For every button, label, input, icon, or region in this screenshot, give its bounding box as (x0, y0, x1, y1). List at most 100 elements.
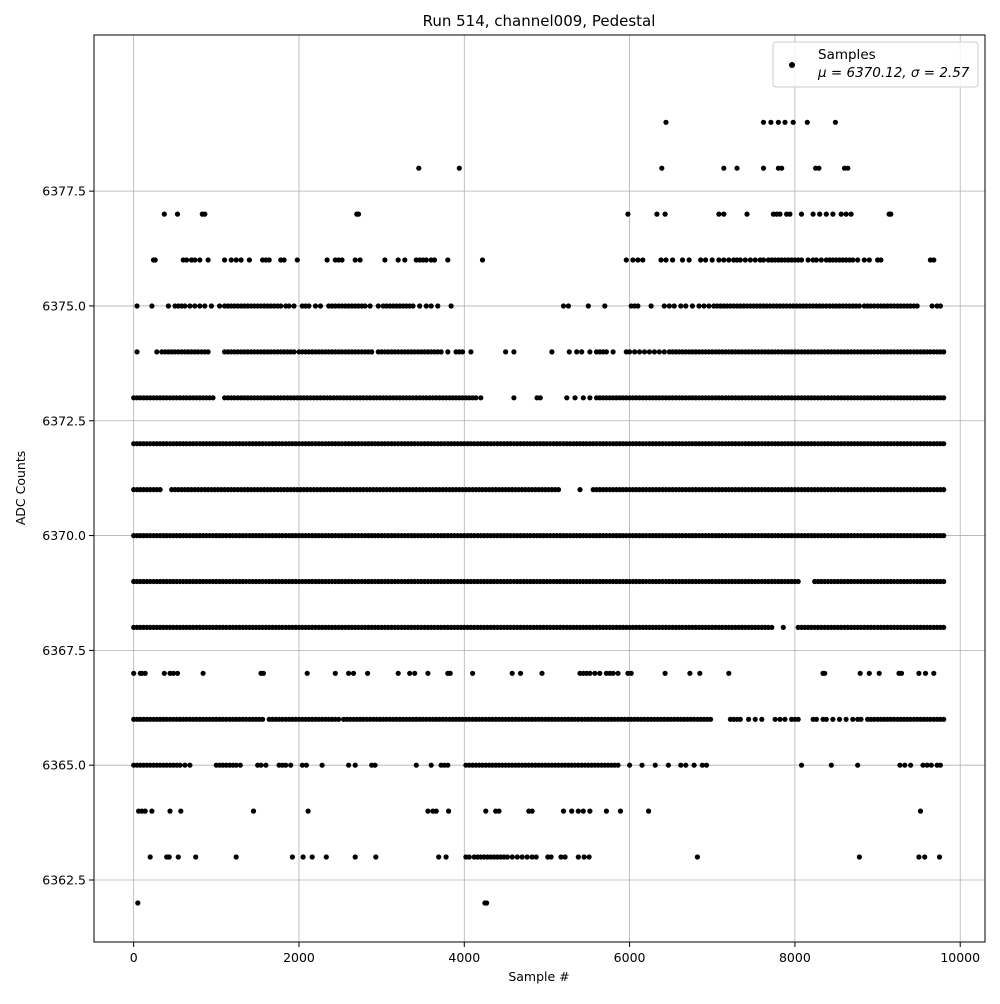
data-point (623, 257, 629, 263)
data-point (666, 303, 672, 309)
data-point (332, 670, 338, 676)
data-point (496, 808, 502, 814)
data-point (898, 670, 905, 676)
data-point (233, 257, 239, 263)
data-point (306, 303, 312, 309)
data-point (703, 762, 710, 768)
data-point (157, 487, 163, 493)
data-point (152, 257, 158, 263)
data-point (283, 762, 289, 768)
data-point (931, 670, 937, 676)
x-axis-label: Sample # (508, 969, 569, 984)
data-point (192, 303, 198, 309)
data-point (648, 303, 654, 309)
data-point (291, 349, 297, 355)
data-point (428, 303, 434, 309)
data-point (701, 303, 707, 309)
data-point (780, 624, 786, 631)
y-tick-label: 6362.5 (42, 873, 86, 888)
data-point (941, 624, 947, 631)
data-point (641, 349, 648, 355)
data-point (413, 762, 419, 768)
data-point (752, 716, 758, 722)
data-point (587, 670, 593, 676)
data-point (446, 808, 452, 814)
data-point (592, 670, 598, 676)
data-point (166, 854, 172, 860)
y-tick-label: 6370.0 (42, 528, 86, 543)
data-point (587, 349, 593, 355)
data-point (823, 716, 829, 722)
data-point (309, 854, 315, 860)
data-point (549, 349, 555, 355)
data-point (170, 670, 176, 676)
data-point (131, 670, 137, 676)
data-point (772, 716, 778, 722)
data-point (636, 349, 643, 355)
data-point (395, 670, 401, 676)
data-point (597, 670, 603, 676)
data-point (395, 257, 401, 263)
data-point (372, 762, 378, 768)
data-point (517, 670, 524, 676)
x-tick-label: 4000 (448, 950, 480, 965)
data-point (836, 716, 843, 722)
data-point (639, 762, 645, 768)
data-point (260, 716, 266, 722)
data-point (855, 257, 861, 263)
data-point (533, 854, 539, 860)
data-point (142, 670, 148, 676)
data-point (352, 257, 358, 263)
data-point (697, 670, 703, 676)
data-point (558, 854, 564, 860)
data-point (324, 257, 330, 263)
data-point (433, 808, 439, 814)
data-point (769, 624, 775, 631)
data-point (876, 670, 882, 676)
data-point (920, 762, 926, 768)
data-point (897, 762, 903, 768)
data-point (795, 578, 801, 585)
data-point (258, 762, 264, 768)
data-point (916, 670, 922, 676)
data-point (187, 303, 193, 309)
data-point (843, 716, 849, 722)
data-point (197, 257, 203, 263)
y-tick-label: 6372.5 (42, 413, 86, 428)
data-point (352, 854, 358, 860)
data-point (838, 211, 844, 217)
data-point (661, 303, 667, 309)
x-tick-label: 2000 (283, 950, 315, 965)
data-point (777, 716, 783, 722)
data-point (346, 762, 352, 768)
data-point (734, 165, 740, 171)
data-point (866, 670, 872, 676)
data-point (699, 762, 705, 768)
data-point (562, 854, 568, 860)
data-point (627, 762, 633, 768)
data-point (579, 349, 585, 355)
data-point (683, 762, 689, 768)
data-point (914, 303, 920, 309)
data-point (782, 716, 788, 722)
data-point (149, 808, 155, 814)
data-point (929, 303, 935, 309)
data-point (742, 257, 748, 263)
data-point (790, 119, 796, 125)
data-point (202, 303, 208, 309)
data-point (709, 257, 715, 263)
data-point (585, 303, 591, 309)
data-point (928, 762, 934, 768)
data-point (587, 395, 593, 401)
data-point (858, 716, 864, 722)
data-point (402, 257, 408, 263)
data-point (630, 257, 636, 263)
data-point (339, 257, 345, 263)
data-point (135, 900, 141, 906)
data-point (519, 854, 525, 860)
data-point (798, 211, 805, 217)
data-point (445, 762, 451, 768)
data-point (572, 395, 578, 401)
data-point (721, 211, 727, 217)
data-point (850, 257, 856, 263)
